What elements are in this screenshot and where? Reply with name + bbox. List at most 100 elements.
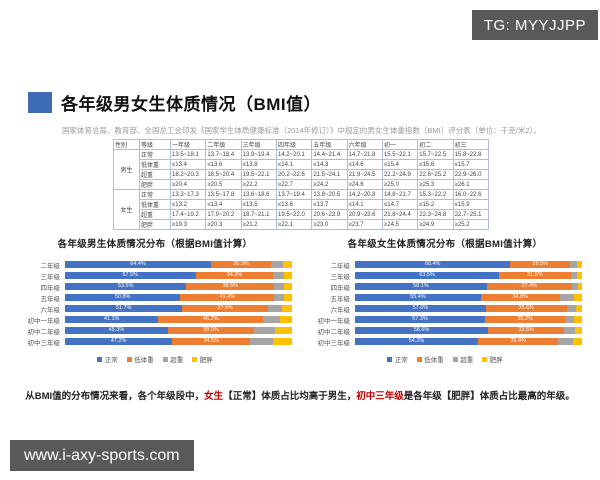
- chart-bars: 二年级 68.4% 26.5% 三年级 63.5% 31.5% 四年级 58.1% 37.4% 五…: [308, 259, 582, 347]
- bar-segment-超重: [254, 327, 275, 334]
- chart-bar-row: 五年级 50.8% 41.4%: [18, 292, 292, 303]
- legend-label: 超重: [170, 357, 184, 364]
- legend-item: 肥胖: [482, 354, 503, 364]
- chart-bar-row: 二年级 64.4% 26.3%: [18, 259, 292, 270]
- table-row: 肥胖 ≥20.4 ≥20.5 ≥22.2 ≥22.7 ≥24.2 ≥24.6 ≥25.0 ≥25…: [114, 179, 490, 190]
- bar-segment-正常: 45.3%: [65, 327, 168, 334]
- legend-label: 肥胖: [199, 357, 213, 364]
- bar-segment-肥胖: [573, 338, 582, 345]
- bmi-value-cell: ≤15.9: [452, 199, 490, 210]
- chart-bar-row: 初中二年级 58.6% 33.5%: [308, 325, 582, 336]
- bar-segment-超重: [273, 272, 284, 279]
- title-accent-square-icon: [28, 92, 52, 113]
- bar-segment-正常: 53.5%: [65, 283, 187, 290]
- bmi-value-cell: 19.5~22.0: [275, 209, 313, 220]
- bar-segment-肥胖: [281, 305, 292, 312]
- bmi-value-cell: 22.9~26.0: [452, 169, 490, 180]
- legend-swatch-icon: [416, 356, 422, 362]
- stacked-bar: 50.8% 41.4%: [65, 294, 292, 301]
- stacked-bar: 57.3% 35.2%: [355, 316, 582, 323]
- chart-bar-row: 六年级 51.7% 37.6%: [18, 303, 292, 314]
- bmi-value-cell: ≤13.6: [205, 159, 242, 170]
- bar-value-label: 55.4%: [410, 294, 426, 301]
- legend-item: 肥胖: [192, 354, 213, 364]
- chart-bar-row: 二年级 68.4% 26.5%: [308, 259, 582, 270]
- bmi-value-cell: 21.5~24.1: [311, 169, 348, 180]
- bmi-value-cell: ≥26.1: [452, 179, 490, 190]
- bar-segment-超重: [274, 283, 285, 290]
- stacked-bar: 58.6% 33.5%: [355, 327, 582, 334]
- bar-segment-肥胖: [577, 283, 582, 290]
- legend-swatch-icon: [482, 356, 488, 362]
- stacked-bar: 58.1% 37.4%: [355, 283, 582, 290]
- chart-legend: 正常 低体重 超重 肥胖: [308, 354, 582, 364]
- bar-segment-低体重: 35.6%: [485, 305, 567, 312]
- bar-segment-超重: [267, 305, 282, 312]
- bar-value-label: 41.4%: [219, 294, 236, 301]
- bmi-value-cell: ≤13.4: [205, 199, 242, 210]
- telegram-watermark-text: TG: MYYJJPP: [483, 16, 586, 34]
- legend-item: 超重: [452, 354, 474, 364]
- bmi-value-cell: 18.2~20.3: [169, 169, 207, 180]
- table-row: 超重 18.2~20.3 18.5~20.4 19.5~22.1 20.2~22.6 21…: [114, 169, 490, 180]
- bar-segment-肥胖: [274, 327, 292, 334]
- bar-value-label: 35.4%: [510, 338, 526, 345]
- bar-value-label: 68.4%: [424, 261, 441, 268]
- bar-value-label: 58.1%: [413, 283, 429, 290]
- bar-segment-正常: 55.4%: [355, 294, 481, 301]
- bmi-value-cell: ≥25.3: [417, 179, 454, 190]
- bmi-value-cell: 20.2~22.6: [275, 169, 313, 180]
- chart-bar-row: 三年级 57.5% 34.3%: [18, 270, 292, 281]
- chart-title: 各年级男生体质情况分布（根据BMI值计算）: [57, 239, 253, 250]
- bar-value-label: 37.4%: [521, 283, 538, 290]
- bmi-value-cell: ≥25.0: [381, 179, 419, 190]
- bar-value-label: 53.5%: [117, 283, 134, 290]
- bar-segment-肥胖: [283, 261, 292, 268]
- table-header-cell: 六年级: [346, 139, 383, 150]
- bmi-value-cell: 22.6~25.2: [417, 169, 454, 180]
- bar-segment-低体重: 33.5%: [488, 327, 565, 334]
- bar-segment-超重: [270, 261, 284, 268]
- bar-value-label: 34.3%: [226, 272, 243, 279]
- bar-segment-超重: [570, 272, 578, 279]
- bmi-value-cell: ≤13.8: [240, 159, 277, 170]
- level-cell: 低体重: [139, 199, 171, 210]
- bar-value-label: 41.1%: [103, 316, 120, 323]
- bmi-value-cell: 13.9~19.4: [240, 149, 277, 160]
- category-label: 初中一年级: [317, 317, 351, 325]
- category-label: 四年级: [330, 284, 351, 292]
- level-cell: 超重: [139, 169, 171, 180]
- category-label: 五年级: [330, 295, 351, 303]
- chart-bar-row: 初中三年级 47.2% 34.5%: [18, 336, 292, 347]
- chart-bar-row: 三年级 63.5% 31.5%: [308, 270, 582, 281]
- bar-segment-肥胖: [574, 294, 582, 301]
- telegram-watermark: TG: MYYJJPP: [471, 10, 598, 40]
- bmi-value-cell: 19.5~22.1: [240, 169, 277, 180]
- legend-label: 超重: [460, 357, 474, 364]
- stacked-bar: 47.2% 34.5%: [65, 338, 292, 345]
- table-header-cell: 等级: [139, 139, 171, 150]
- category-label: 初中三年级: [27, 339, 61, 347]
- table-header-cell: 五年级: [311, 139, 348, 150]
- bar-value-label: 57.3%: [412, 316, 428, 323]
- bmi-value-cell: ≥22.1: [275, 219, 313, 230]
- bar-segment-超重: [263, 316, 281, 323]
- chart-bar-row: 五年级 55.4% 34.8%: [308, 292, 582, 303]
- bmi-value-cell: ≤14.7: [381, 199, 419, 210]
- bar-segment-肥胖: [577, 272, 582, 279]
- summary-highlight: 女生: [204, 391, 224, 402]
- table-header-row: 性别 等级 一年级 二年级 三年级 四年级 五年级 六年级 初一 初二 初三: [113, 139, 490, 150]
- bar-segment-低体重: 46.2%: [158, 316, 264, 323]
- bmi-value-cell: 22.7~25.1: [452, 209, 490, 220]
- table-header-cell: 初一: [381, 139, 419, 150]
- bar-segment-超重: [571, 283, 578, 290]
- gender-cell: 男生: [113, 149, 140, 190]
- bmi-value-cell: ≥24.5: [381, 219, 419, 230]
- stacked-bar: 57.6% 35.6%: [355, 305, 582, 312]
- bmi-value-cell: ≤14.1: [275, 159, 313, 170]
- bar-value-label: 37.6%: [217, 305, 233, 312]
- bar-segment-低体重: 37.6%: [182, 305, 268, 312]
- bar-segment-正常: 57.6%: [355, 305, 486, 312]
- bmi-value-cell: 14.2~20.8: [346, 189, 383, 200]
